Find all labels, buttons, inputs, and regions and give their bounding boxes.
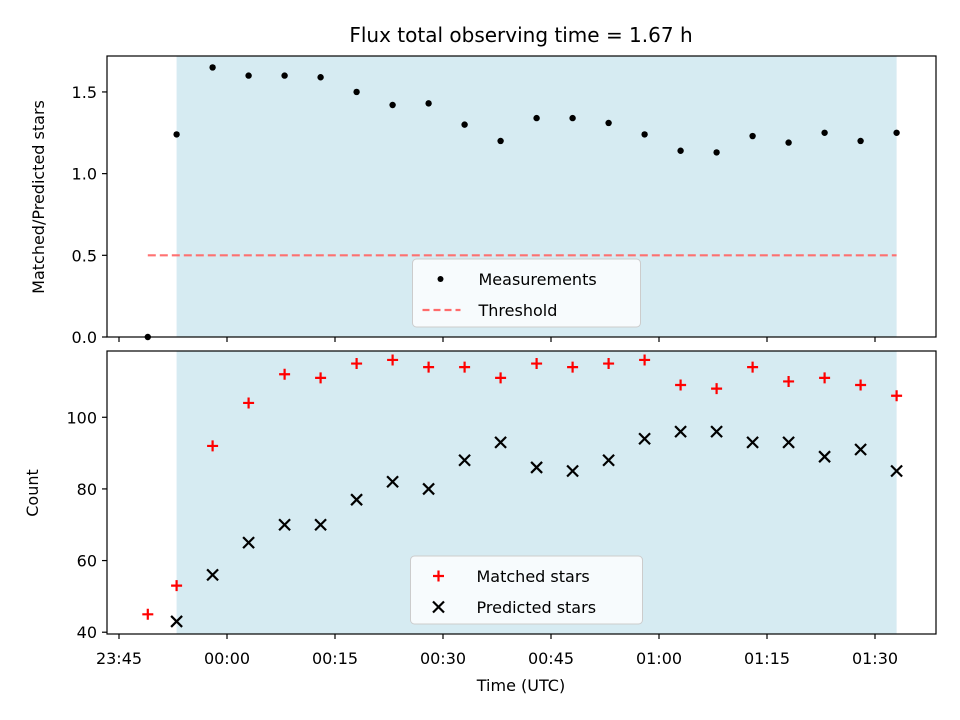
panel2-series1-point bbox=[819, 372, 831, 384]
panel2-series1-point bbox=[783, 375, 795, 387]
panel2-series2-point bbox=[782, 436, 795, 449]
panel1-series1-point bbox=[533, 114, 540, 122]
panel1-series1-point bbox=[173, 131, 180, 138]
panel1-series1-point bbox=[425, 100, 432, 107]
panel-1-frame bbox=[106, 55, 937, 338]
panel2-series2-point bbox=[710, 425, 723, 438]
panel2-series2-point bbox=[674, 425, 687, 438]
y-tick-label: 1.5 bbox=[72, 83, 97, 102]
panel2-series2-point bbox=[242, 536, 255, 549]
panel1-series1-point bbox=[713, 149, 720, 156]
legend-1: Measurements Threshold bbox=[412, 258, 641, 328]
y-tick-label: 0.0 bbox=[72, 328, 97, 347]
legend-label: Predicted stars bbox=[477, 598, 597, 617]
x-tick-label: 23:45 bbox=[96, 649, 142, 668]
legend-box bbox=[410, 555, 643, 625]
panel2-series1-point bbox=[855, 379, 867, 391]
panel2-series2-point bbox=[206, 568, 219, 582]
panel2-series2-point bbox=[314, 518, 327, 532]
x-tick-label: 00:45 bbox=[528, 649, 574, 668]
panel1-series1-point bbox=[281, 72, 288, 79]
legend-marker bbox=[437, 276, 444, 282]
panel2-series1-point bbox=[279, 368, 291, 380]
panel2-series1-point bbox=[531, 358, 543, 370]
legend-marker bbox=[432, 600, 445, 614]
panel1-series1-point bbox=[785, 139, 792, 146]
panel2-series1-point bbox=[243, 397, 255, 409]
panel2-series2-point bbox=[278, 518, 291, 532]
panel2-series2-point bbox=[530, 461, 543, 474]
x-tick-label: 00:00 bbox=[204, 649, 250, 668]
legend-box bbox=[412, 258, 641, 328]
panel1-series1-point bbox=[353, 88, 360, 96]
y-tick-label: 100 bbox=[66, 408, 97, 427]
panel1-series1-point bbox=[893, 129, 900, 136]
panel1-series1-point bbox=[677, 147, 684, 154]
panel2-series2-point bbox=[854, 443, 867, 456]
chart-title: Flux total observing time = 1.67 h bbox=[349, 23, 692, 47]
panel2-series2-point bbox=[350, 493, 363, 506]
panel2-series1-point bbox=[567, 361, 579, 373]
legend-2: Matched stars Predicted stars bbox=[410, 555, 643, 625]
x-axis-label: Time (UTC) bbox=[476, 676, 565, 695]
panel2-series2-point bbox=[746, 436, 759, 449]
y-tick-label: 0.5 bbox=[72, 246, 97, 265]
panel2-series2-point bbox=[458, 453, 471, 467]
panel2-series1-point bbox=[142, 608, 154, 620]
panel2-series1-point bbox=[207, 440, 219, 452]
panel2-series1-point bbox=[675, 379, 687, 391]
x-tick-label: 01:15 bbox=[744, 649, 790, 668]
panel2-series2-point bbox=[602, 453, 615, 467]
panel1-series1-point bbox=[497, 137, 504, 145]
panel1-series1-point bbox=[317, 74, 324, 81]
bottom-y-axis-label: Count bbox=[23, 469, 42, 517]
panel2-series1-point bbox=[423, 361, 435, 373]
panel1-series1-point bbox=[605, 119, 612, 127]
y-tick-label: 80 bbox=[77, 480, 97, 499]
y-tick-label: 1.0 bbox=[72, 165, 97, 184]
panel2-series1-point bbox=[315, 372, 327, 384]
panel1-series1-point bbox=[857, 137, 864, 145]
x-tick-label: 01:30 bbox=[852, 649, 898, 668]
top-y-axis-label: Matched/Predicted stars bbox=[29, 100, 48, 294]
panel2-series1-point bbox=[711, 383, 723, 395]
panel2-series1-point bbox=[891, 390, 903, 402]
panel1-series1-point bbox=[245, 72, 252, 79]
panel2-series1-point bbox=[351, 358, 363, 370]
panel2-series1-point bbox=[603, 358, 615, 370]
panel2-series1-point bbox=[639, 354, 651, 366]
panel2-series1-point bbox=[747, 361, 759, 373]
panel2-series1-point bbox=[387, 354, 399, 366]
panel1-series1-point bbox=[209, 64, 216, 71]
x-tick-label: 00:15 bbox=[312, 649, 358, 668]
panel2-series1-point bbox=[171, 580, 183, 592]
panel1-series1-point bbox=[749, 132, 756, 140]
x-tick-label: 01:00 bbox=[636, 649, 682, 668]
panel2-series2-point bbox=[386, 475, 399, 489]
y-tick-label: 60 bbox=[77, 552, 97, 571]
legend-label: Matched stars bbox=[477, 567, 590, 586]
panel1-series1-point bbox=[821, 129, 828, 136]
panel2-series2-point bbox=[566, 464, 579, 478]
panel1-series1-point bbox=[389, 101, 396, 109]
panel1-series1-point bbox=[461, 121, 468, 128]
panel1-series1-point bbox=[569, 114, 576, 122]
panel2-series2-point bbox=[494, 436, 507, 449]
legend-marker bbox=[433, 570, 444, 582]
legend-label: Threshold bbox=[478, 301, 558, 320]
panel2-series2-point bbox=[170, 615, 183, 628]
panel2-series2-point bbox=[818, 450, 831, 463]
panel1-series1-point bbox=[641, 131, 648, 138]
panel2-series2-point bbox=[890, 464, 903, 478]
panel2-series2-point bbox=[422, 482, 435, 496]
panel2-series1-point bbox=[495, 372, 507, 384]
x-tick-label: 00:30 bbox=[420, 649, 466, 668]
panel-2-frame bbox=[106, 350, 937, 635]
panel2-series2-point bbox=[638, 432, 651, 446]
legend-label: Measurements bbox=[479, 270, 597, 289]
y-tick-label: 40 bbox=[77, 623, 97, 642]
panel2-series1-point bbox=[459, 361, 471, 373]
